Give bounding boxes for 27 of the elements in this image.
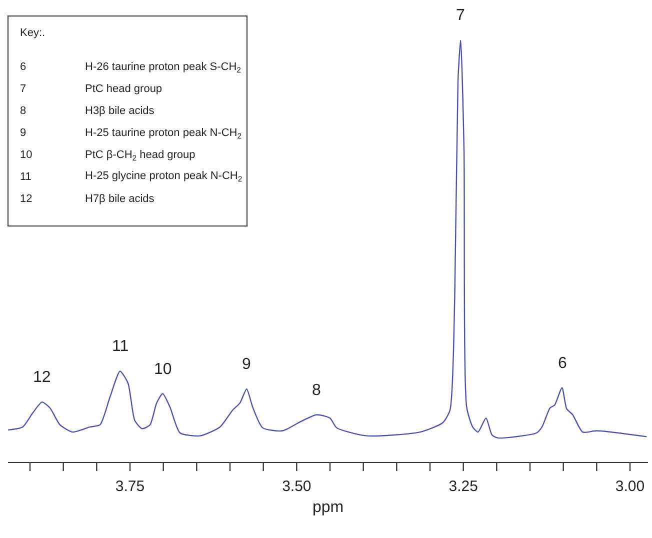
x-axis-title: ppm: [312, 498, 344, 516]
annotation: 10: [20, 149, 32, 161]
x-tick-label: 3.75: [115, 478, 145, 496]
annotation: H-25 glycine proton peak N-CH$_{2}$: [85, 170, 242, 184]
annotation: 12: [20, 193, 32, 205]
x-tick-label: 3.50: [282, 478, 312, 496]
annotation: 8: [20, 105, 26, 117]
annotation: PtC head group: [85, 83, 162, 95]
annotation: PtC β-CH$_{2}$ head group: [85, 149, 196, 162]
annotation: 7: [20, 83, 26, 95]
annotation: H-25 taurine proton peak N-CH$_{2}$: [85, 127, 242, 140]
annotation: 9: [20, 127, 26, 139]
annotation: 10: [154, 361, 172, 378]
annotation: H7β bile acids: [85, 193, 155, 205]
annotation: 9: [242, 356, 251, 373]
annotation: 12: [33, 369, 51, 386]
annotation: 6: [558, 355, 567, 372]
annotation: H-26 taurine proton peak S-CH$_{2}$: [85, 61, 241, 74]
annotation: 11: [20, 171, 32, 183]
annotation: 8: [312, 382, 321, 399]
annotation: 11: [112, 338, 129, 355]
x-tick-label: 3.25: [448, 478, 478, 496]
annotation: 7: [456, 7, 465, 24]
annotation: 6: [20, 61, 26, 73]
x-tick-label: 3.00: [615, 478, 645, 496]
text: Key:.: [20, 27, 46, 39]
annotation: H3β bile acids: [85, 105, 155, 117]
